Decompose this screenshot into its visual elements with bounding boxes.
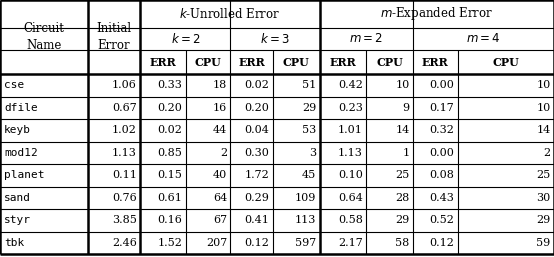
Text: 67: 67 (213, 215, 227, 225)
Text: 113: 113 (295, 215, 316, 225)
Text: 0.04: 0.04 (244, 125, 269, 135)
Text: 0.33: 0.33 (157, 80, 182, 90)
Text: $m$-Expanded Error: $m$-Expanded Error (381, 5, 493, 23)
Text: ERR: ERR (330, 57, 356, 68)
Text: CPU: CPU (376, 57, 403, 68)
Text: 0.12: 0.12 (429, 238, 454, 248)
Text: 0.52: 0.52 (429, 215, 454, 225)
Text: $k = 3$: $k = 3$ (260, 32, 290, 46)
Text: 1.06: 1.06 (112, 80, 137, 90)
Text: 0.02: 0.02 (244, 80, 269, 90)
Text: 0.20: 0.20 (157, 103, 182, 113)
Text: 10: 10 (536, 80, 551, 90)
Text: 0.02: 0.02 (157, 125, 182, 135)
Text: 40: 40 (213, 170, 227, 180)
Text: $k$-Unrolled Error: $k$-Unrolled Error (179, 7, 280, 21)
Text: 64: 64 (213, 193, 227, 203)
Text: 0.29: 0.29 (244, 193, 269, 203)
Text: ERR: ERR (238, 57, 265, 68)
Text: 58: 58 (395, 238, 409, 248)
Text: 0.15: 0.15 (157, 170, 182, 180)
Text: 0.00: 0.00 (429, 80, 454, 90)
Text: 29: 29 (395, 215, 409, 225)
Text: styr: styr (4, 215, 31, 225)
Text: cse: cse (4, 80, 24, 90)
Text: $k = 2$: $k = 2$ (171, 32, 200, 46)
Text: 3: 3 (309, 148, 316, 158)
Text: 2.17: 2.17 (338, 238, 363, 248)
Text: 16: 16 (213, 103, 227, 113)
Text: 25: 25 (395, 170, 409, 180)
Text: 1.52: 1.52 (157, 238, 182, 248)
Text: CPU: CPU (194, 57, 222, 68)
Text: mod12: mod12 (4, 148, 38, 158)
Text: $m = 2$: $m = 2$ (349, 32, 383, 45)
Text: 1.02: 1.02 (112, 125, 137, 135)
Text: 0.10: 0.10 (338, 170, 363, 180)
Text: 207: 207 (206, 238, 227, 248)
Text: Initial
Error: Initial Error (96, 22, 132, 52)
Text: sand: sand (4, 193, 31, 203)
Text: 0.08: 0.08 (429, 170, 454, 180)
Text: 10: 10 (536, 103, 551, 113)
Text: 29: 29 (302, 103, 316, 113)
Text: CPU: CPU (493, 57, 519, 68)
Text: 29: 29 (536, 215, 551, 225)
Text: 1.72: 1.72 (244, 170, 269, 180)
Text: 0.20: 0.20 (244, 103, 269, 113)
Text: 51: 51 (302, 80, 316, 90)
Text: 9: 9 (402, 103, 409, 113)
Text: tbk: tbk (4, 238, 24, 248)
Text: 2: 2 (220, 148, 227, 158)
Text: 0.67: 0.67 (112, 103, 137, 113)
Text: 0.32: 0.32 (429, 125, 454, 135)
Text: 59: 59 (536, 238, 551, 248)
Text: $m = 4$: $m = 4$ (466, 32, 501, 45)
Text: 3.85: 3.85 (112, 215, 137, 225)
Text: 0.64: 0.64 (338, 193, 363, 203)
Text: 0.30: 0.30 (244, 148, 269, 158)
Text: 28: 28 (395, 193, 409, 203)
Text: 0.17: 0.17 (429, 103, 454, 113)
Text: 0.43: 0.43 (429, 193, 454, 203)
Text: 0.58: 0.58 (338, 215, 363, 225)
Text: CPU: CPU (283, 57, 310, 68)
Text: 1: 1 (402, 148, 409, 158)
Text: 30: 30 (536, 193, 551, 203)
Text: 14: 14 (395, 125, 409, 135)
Text: 0.00: 0.00 (429, 148, 454, 158)
Text: keyb: keyb (4, 125, 31, 135)
Text: 2: 2 (543, 148, 551, 158)
Text: ERR: ERR (150, 57, 176, 68)
Text: 53: 53 (302, 125, 316, 135)
Text: 45: 45 (302, 170, 316, 180)
Text: 1.13: 1.13 (338, 148, 363, 158)
Text: 0.11: 0.11 (112, 170, 137, 180)
Text: 0.42: 0.42 (338, 80, 363, 90)
Text: 597: 597 (295, 238, 316, 248)
Text: Circuit
Name: Circuit Name (24, 22, 64, 52)
Text: dfile: dfile (4, 103, 38, 113)
Text: 0.61: 0.61 (157, 193, 182, 203)
Text: 1.13: 1.13 (112, 148, 137, 158)
Text: 0.23: 0.23 (338, 103, 363, 113)
Text: 1.01: 1.01 (338, 125, 363, 135)
Text: 44: 44 (213, 125, 227, 135)
Text: 0.85: 0.85 (157, 148, 182, 158)
Text: 0.76: 0.76 (112, 193, 137, 203)
Text: 0.41: 0.41 (244, 215, 269, 225)
Text: 25: 25 (536, 170, 551, 180)
Text: 0.16: 0.16 (157, 215, 182, 225)
Text: 10: 10 (395, 80, 409, 90)
Text: planet: planet (4, 170, 44, 180)
Text: ERR: ERR (422, 57, 449, 68)
Text: 14: 14 (536, 125, 551, 135)
Text: 18: 18 (213, 80, 227, 90)
Text: 109: 109 (295, 193, 316, 203)
Text: 0.12: 0.12 (244, 238, 269, 248)
Text: 2.46: 2.46 (112, 238, 137, 248)
